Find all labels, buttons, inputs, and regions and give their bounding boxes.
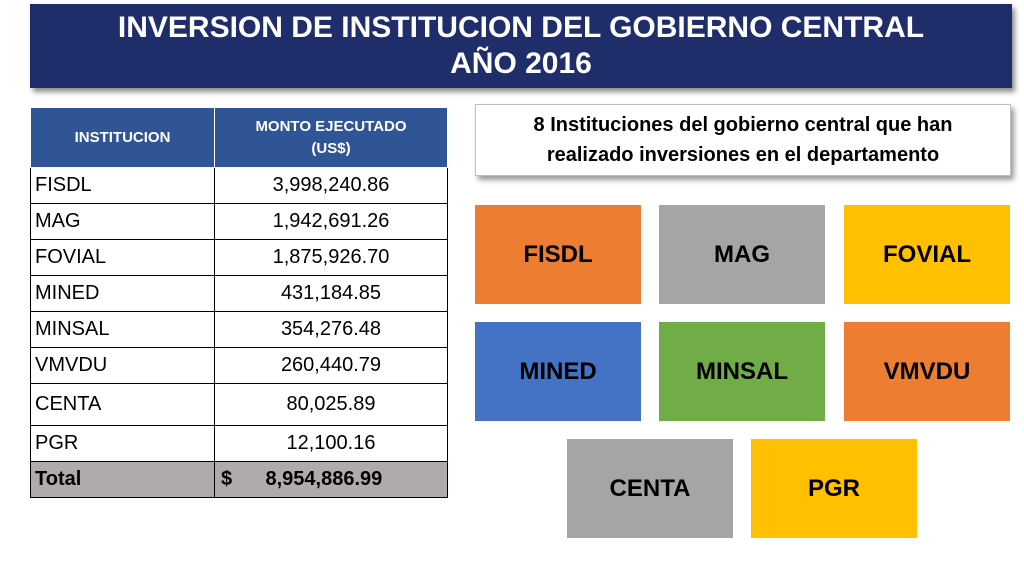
institution-amount: 1,942,691.26	[214, 203, 448, 240]
table-total-row: Total $ 8,954,886.99	[30, 461, 448, 498]
institution-name: PGR	[30, 425, 215, 462]
investment-table: INSTITUCION MONTO EJECUTADO (US$) FISDL …	[30, 107, 448, 498]
institution-name: MINED	[30, 275, 215, 312]
table-row: MAG 1,942,691.26	[30, 203, 448, 240]
header-monto-line2: (US$)	[311, 139, 351, 157]
table-row: PGR 12,100.16	[30, 425, 448, 462]
table-row: CENTA 80,025.89	[30, 383, 448, 426]
table-row: VMVDU 260,440.79	[30, 347, 448, 384]
table-row: FOVIAL 1,875,926.70	[30, 239, 448, 276]
total-label: Total	[30, 461, 215, 498]
institution-name: MAG	[30, 203, 215, 240]
total-amount: $ 8,954,886.99	[214, 461, 448, 498]
table-row: FISDL 3,998,240.86	[30, 167, 448, 204]
institution-amount: 431,184.85	[214, 275, 448, 312]
table-header-row: INSTITUCION MONTO EJECUTADO (US$)	[30, 107, 448, 168]
institution-box-mined: MINED	[475, 322, 641, 421]
institutions-callout: 8 Instituciones del gobierno central que…	[475, 104, 1011, 176]
institution-box-vmvdu: VMVDU	[844, 322, 1010, 421]
institution-box-mag: MAG	[659, 205, 825, 304]
institution-name: MINSAL	[30, 311, 215, 348]
header-institucion: INSTITUCION	[30, 107, 215, 168]
institution-box-centa: CENTA	[567, 439, 733, 538]
header-monto-line1: MONTO EJECUTADO	[255, 117, 407, 135]
institution-name: VMVDU	[30, 347, 215, 384]
institution-box-pgr: PGR	[751, 439, 917, 538]
institution-box-minsal: MINSAL	[659, 322, 825, 421]
institution-name: FISDL	[30, 167, 215, 204]
institution-name: CENTA	[30, 383, 215, 426]
institution-amount: 1,875,926.70	[214, 239, 448, 276]
institution-amount: 3,998,240.86	[214, 167, 448, 204]
table-row: MINSAL 354,276.48	[30, 311, 448, 348]
institution-amount: 354,276.48	[214, 311, 448, 348]
page-title: INVERSION DE INSTITUCION DEL GOBIERNO CE…	[117, 11, 925, 44]
institution-amount: 80,025.89	[214, 383, 448, 426]
callout-line1: 8 Instituciones del gobierno central que…	[533, 114, 953, 136]
institution-amount: 12,100.16	[214, 425, 448, 462]
page-subtitle: AÑO 2016	[450, 47, 592, 80]
header-monto: MONTO EJECUTADO (US$)	[214, 107, 448, 168]
institution-box-fovial: FOVIAL	[844, 205, 1010, 304]
institution-amount: 260,440.79	[214, 347, 448, 384]
table-row: MINED 431,184.85	[30, 275, 448, 312]
callout-line2: realizado inversiones en el departamento	[546, 144, 940, 166]
title-banner: INVERSION DE INSTITUCION DEL GOBIERNO CE…	[30, 4, 1012, 88]
institution-name: FOVIAL	[30, 239, 215, 276]
institution-box-fisdl: FISDL	[475, 205, 641, 304]
